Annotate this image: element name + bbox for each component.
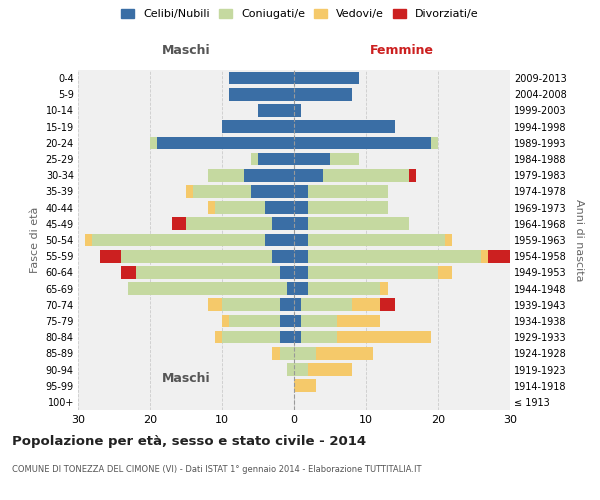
Bar — [229, 72, 294, 85]
Bar — [308, 218, 409, 230]
Bar — [294, 314, 301, 328]
Bar — [280, 347, 294, 360]
Y-axis label: Fasce di età: Fasce di età — [30, 207, 40, 273]
Bar — [157, 136, 294, 149]
Bar — [294, 72, 359, 85]
Bar — [208, 169, 244, 181]
Bar — [215, 331, 222, 344]
Bar — [316, 347, 373, 360]
Bar — [438, 266, 452, 278]
Bar — [323, 169, 409, 181]
Bar — [294, 234, 308, 246]
Bar — [222, 298, 280, 311]
Bar — [445, 234, 452, 246]
Bar — [352, 298, 380, 311]
Bar — [272, 218, 294, 230]
Bar — [150, 136, 157, 149]
Bar — [258, 104, 294, 117]
Bar — [229, 88, 294, 101]
Bar — [301, 331, 337, 344]
Bar — [301, 314, 337, 328]
Bar — [215, 202, 265, 214]
Bar — [301, 298, 352, 311]
Bar — [100, 250, 121, 262]
Text: COMUNE DI TONEZZA DEL CIMONE (VI) - Dati ISTAT 1° gennaio 2014 - Elaborazione TU: COMUNE DI TONEZZA DEL CIMONE (VI) - Dati… — [12, 465, 421, 474]
Bar — [222, 120, 294, 133]
Bar — [337, 314, 380, 328]
Bar — [308, 202, 388, 214]
Bar — [136, 266, 280, 278]
Bar — [294, 136, 431, 149]
Bar — [272, 347, 280, 360]
Bar — [308, 185, 388, 198]
Bar — [251, 152, 258, 166]
Bar — [272, 250, 294, 262]
Bar — [380, 298, 395, 311]
Bar — [308, 234, 445, 246]
Bar — [294, 202, 308, 214]
Bar — [287, 282, 294, 295]
Bar — [294, 347, 316, 360]
Bar — [294, 250, 308, 262]
Bar — [280, 266, 294, 278]
Bar — [280, 331, 294, 344]
Bar — [481, 250, 488, 262]
Bar — [294, 185, 308, 198]
Bar — [308, 282, 380, 295]
Bar — [222, 314, 229, 328]
Text: Popolazione per età, sesso e stato civile - 2014: Popolazione per età, sesso e stato civil… — [12, 435, 366, 448]
Text: Femmine: Femmine — [370, 44, 434, 58]
Bar — [294, 363, 308, 376]
Bar — [280, 314, 294, 328]
Text: Maschi: Maschi — [161, 372, 211, 386]
Bar — [251, 185, 294, 198]
Bar — [294, 88, 352, 101]
Bar — [294, 380, 316, 392]
Bar — [294, 104, 301, 117]
Bar — [308, 266, 438, 278]
Bar — [85, 234, 92, 246]
Bar — [380, 282, 388, 295]
Bar — [186, 185, 193, 198]
Bar — [222, 331, 280, 344]
Bar — [244, 169, 294, 181]
Text: Maschi: Maschi — [161, 44, 211, 58]
Bar — [280, 298, 294, 311]
Bar — [294, 152, 330, 166]
Bar — [128, 282, 287, 295]
Bar — [308, 363, 352, 376]
Bar — [294, 331, 301, 344]
Bar — [294, 169, 323, 181]
Bar — [337, 331, 431, 344]
Bar — [208, 298, 222, 311]
Bar — [294, 120, 395, 133]
Bar — [229, 314, 280, 328]
Bar — [258, 152, 294, 166]
Bar — [208, 202, 215, 214]
Bar — [330, 152, 359, 166]
Legend: Celibi/Nubili, Coniugati/e, Vedovi/e, Divorziati/e: Celibi/Nubili, Coniugati/e, Vedovi/e, Di… — [118, 6, 482, 22]
Bar — [294, 298, 301, 311]
Bar — [409, 169, 416, 181]
Bar — [172, 218, 186, 230]
Y-axis label: Anni di nascita: Anni di nascita — [574, 198, 584, 281]
Bar — [92, 234, 265, 246]
Bar — [121, 266, 136, 278]
Bar — [488, 250, 510, 262]
Bar — [431, 136, 438, 149]
Bar — [193, 185, 251, 198]
Bar — [308, 250, 481, 262]
Bar — [294, 282, 308, 295]
Bar — [294, 266, 308, 278]
Bar — [287, 363, 294, 376]
Bar — [265, 234, 294, 246]
Bar — [186, 218, 272, 230]
Bar — [265, 202, 294, 214]
Bar — [121, 250, 272, 262]
Bar — [294, 218, 308, 230]
